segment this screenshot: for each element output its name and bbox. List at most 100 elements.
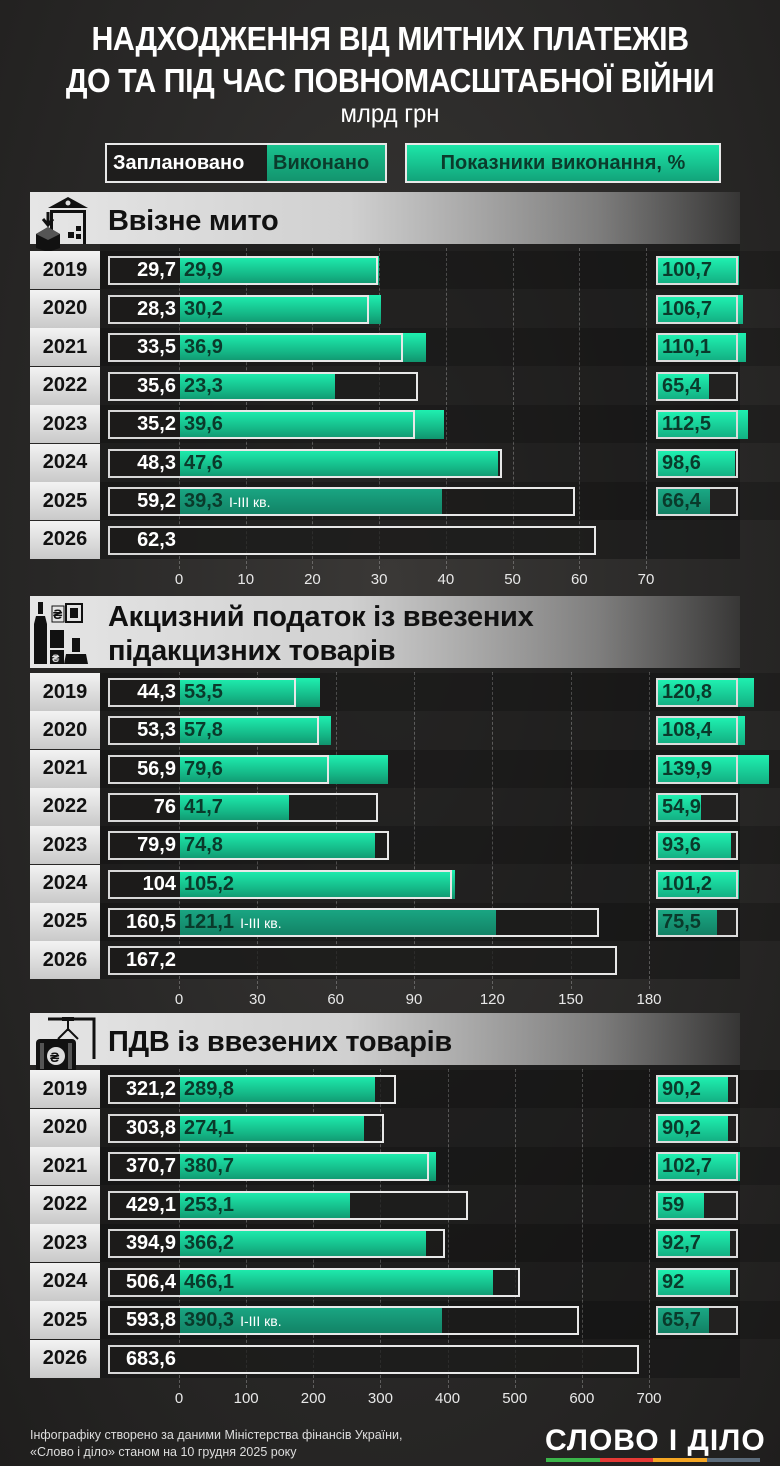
quarter-note: I-III кв. bbox=[228, 494, 271, 510]
section-header bbox=[30, 596, 740, 668]
customs-warehouse-icon bbox=[34, 194, 90, 257]
x-tick-label: 60 bbox=[327, 991, 344, 1009]
completed-value: 53,5 bbox=[184, 678, 223, 707]
percent-box: 98,6 bbox=[656, 448, 738, 478]
percent-overflow bbox=[738, 1152, 741, 1181]
completed-bar bbox=[180, 754, 388, 784]
legend-percent-label: Показники виконання, % bbox=[440, 151, 686, 174]
completed-value-text: 53,5 bbox=[184, 681, 223, 703]
title-line-1: НАДХОДЖЕННЯ ВІД МИТНИХ ПЛАТЕЖІВ bbox=[91, 20, 689, 57]
year-label: 2021 bbox=[30, 749, 100, 788]
source-line-1: Інфографіку створено за даними Міністерс… bbox=[30, 1428, 403, 1442]
percent-fill bbox=[658, 1269, 730, 1295]
section-title: Акцизний податок із ввезених підакцизних … bbox=[108, 600, 534, 668]
completed-value: 466,1 bbox=[184, 1268, 234, 1297]
completed-value: 105,2 bbox=[184, 870, 234, 899]
gridline bbox=[379, 248, 381, 569]
completed-bar bbox=[180, 333, 427, 362]
x-tick-label: 30 bbox=[248, 991, 266, 1009]
completed-value: 23,3 bbox=[184, 372, 223, 401]
percent-box: 59 bbox=[656, 1190, 738, 1220]
percent-box: 101,2 bbox=[656, 869, 738, 899]
percent-fill bbox=[658, 1231, 731, 1256]
planned-bar bbox=[178, 525, 596, 555]
logo-stripe-segment bbox=[706, 1458, 760, 1462]
planned-value: 35,6 bbox=[108, 371, 180, 401]
completed-bar bbox=[180, 256, 380, 285]
completed-value-text: 36,9 bbox=[184, 336, 223, 358]
year-label: 2022 bbox=[30, 1185, 100, 1224]
planned-value: 683,6 bbox=[108, 1344, 180, 1374]
percent-overflow bbox=[738, 294, 744, 324]
section-title: ПДВ із ввезених товарів bbox=[108, 1026, 452, 1058]
x-tick-label: 100 bbox=[233, 1390, 259, 1407]
percent-value: 90,2 bbox=[662, 1116, 701, 1139]
percent-box: 65,4 bbox=[656, 371, 738, 401]
table-row: 2024 506,4 466,1 92 bbox=[30, 1262, 780, 1301]
planned-value: 394,9 bbox=[108, 1229, 180, 1258]
x-tick-label: 70 bbox=[637, 571, 655, 588]
percent-value: 65,7 bbox=[662, 1309, 701, 1331]
completed-value: 74,8 bbox=[184, 831, 223, 860]
section-title-line-2: підакцизних товарів bbox=[108, 635, 396, 667]
table-row: 2024 104 105,2 101,2 bbox=[30, 864, 780, 903]
completed-bar bbox=[180, 371, 336, 401]
x-tick-label: 0 bbox=[174, 991, 184, 1009]
x-tick-label: 120 bbox=[479, 991, 505, 1009]
planned-value: 593,8 bbox=[108, 1306, 180, 1335]
planned-bar bbox=[178, 946, 617, 976]
percent-value: 93,6 bbox=[662, 834, 701, 857]
completed-value: 41,7 bbox=[184, 793, 223, 822]
x-tick-label: 10 bbox=[237, 571, 255, 588]
completed-bar bbox=[180, 869, 455, 899]
table-row: 2020 28,3 30,2 106,7 bbox=[30, 289, 780, 328]
percent-overflow bbox=[738, 410, 748, 439]
gridline bbox=[649, 672, 650, 990]
percent-fill bbox=[658, 296, 736, 322]
percent-value: 54,9 bbox=[662, 795, 701, 818]
logo-stripe-segment bbox=[546, 1458, 600, 1462]
table-row: 2019 321,2 289,8 90,2 bbox=[30, 1070, 780, 1108]
x-tick-label: 180 bbox=[636, 991, 662, 1009]
completed-bar bbox=[180, 1229, 426, 1258]
percent-value: 102,7 bbox=[662, 1155, 713, 1177]
gridline bbox=[570, 672, 572, 990]
table-row: 2023 394,9 366,2 92,7 bbox=[30, 1224, 780, 1262]
planned-value: 29,7 bbox=[108, 256, 180, 285]
completed-value: 39,3 I-III кв. bbox=[184, 487, 271, 516]
planned-value: 370,7 bbox=[108, 1152, 180, 1181]
completed-bar bbox=[180, 678, 320, 707]
gridline bbox=[179, 1069, 180, 1388]
percent-box: 120,8 bbox=[656, 678, 738, 707]
percent-fill bbox=[658, 718, 736, 744]
table-row: 2025 160,5 121,1 I-III кв. 75,5 bbox=[30, 902, 780, 941]
planned-bar bbox=[178, 1344, 639, 1374]
percent-value: 66,4 bbox=[662, 490, 701, 512]
x-tick-label: 300 bbox=[367, 1390, 393, 1407]
completed-value: 47,6 bbox=[184, 449, 223, 478]
table-row: 2021 33,5 36,9 110,1 bbox=[30, 328, 780, 366]
completed-value-text: 121,1 bbox=[184, 910, 235, 933]
completed-bar bbox=[180, 294, 382, 324]
percent-overflow bbox=[738, 256, 739, 285]
planned-value: 56,9 bbox=[108, 754, 180, 784]
excise-goods-icon: ₴ ₴ bbox=[34, 602, 94, 669]
planned-value: 303,8 bbox=[108, 1113, 180, 1143]
gridline bbox=[445, 248, 447, 569]
completed-bar bbox=[180, 831, 376, 861]
planned-value: 321,2 bbox=[108, 1075, 180, 1104]
year-label: 2021 bbox=[30, 328, 100, 366]
completed-value-text: 57,8 bbox=[184, 719, 223, 742]
year-label: 2022 bbox=[30, 787, 100, 826]
x-tick-label: 20 bbox=[304, 571, 321, 588]
table-row: 2022 76 41,7 54,9 bbox=[30, 787, 780, 826]
planned-value: 429,1 bbox=[108, 1190, 180, 1220]
completed-value-text: 380,7 bbox=[184, 1155, 235, 1177]
planned-value: 44,3 bbox=[108, 678, 180, 707]
x-tick-label: 40 bbox=[437, 571, 455, 588]
percent-fill bbox=[658, 412, 736, 437]
year-label: 2023 bbox=[30, 826, 100, 865]
percent-value: 108,4 bbox=[662, 719, 713, 742]
x-tick-label: 500 bbox=[502, 1390, 528, 1407]
completed-bar bbox=[180, 448, 498, 478]
